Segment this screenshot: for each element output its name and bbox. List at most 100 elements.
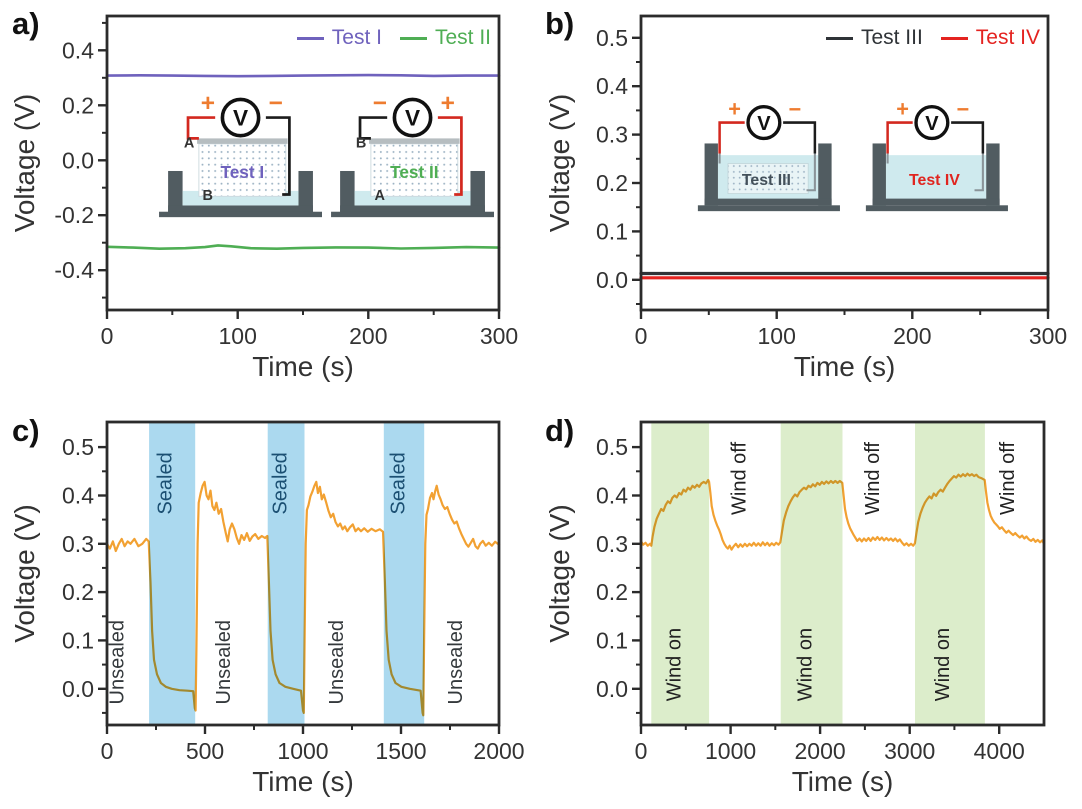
panel-b: 0.5 0.4 0.3 0.2 0.1 0.0 0 100 200 300 Time (s) Volt… [541,0,1082,405]
legend-item-test-i: Test I [296,26,382,50]
annotation-unsealed: Unsealed [445,620,467,705]
right-electrode [974,153,984,192]
x-tick-label: 0 [635,738,648,764]
water [885,155,987,201]
panel-b-letter: b) [545,6,575,41]
test-iii-label: Test III [742,172,791,189]
x-tick-label: 2000 [473,738,524,764]
minus-terminal: − [788,100,801,122]
y-tick-label: 0.1 [596,218,628,244]
series-test-ii-line [105,244,501,250]
y-tick-label: 0.4 [62,483,94,509]
red-wire [437,116,463,196]
y-tick-label: 0.2 [596,579,628,605]
panel-b-chart: 0.5 0.4 0.3 0.2 0.1 0.0 0 100 200 300 Time (s) Volt… [544,14,1067,382]
legend-label: Test III [860,26,923,49]
electrode-b-label: B [356,135,366,151]
legend-item-test-ii: Test II [399,26,491,50]
y-tick-label: 0.4 [596,73,628,99]
voltage-axis-label: Voltage (V) [9,94,40,233]
legend-line-swatch [399,36,427,40]
y-tick-label: 0.2 [596,170,628,196]
y-tick-label: -0.2 [54,202,94,228]
y-tick-label: 0.3 [596,122,628,148]
beaker [331,170,494,218]
electrode-b-label: B [203,188,213,204]
x-tick-label: 4000 [974,738,1025,764]
y-tick-label: 0.4 [62,37,94,63]
series-test-i-line [105,73,501,78]
annotation-wind-off: Wind off [728,442,750,515]
y-tick-label: 0.1 [596,627,628,653]
shaded-band [651,422,710,725]
minus-terminal: − [956,100,969,122]
annotation-wind-on: Wind on [663,628,685,701]
beaker [697,143,840,212]
y-tick-label: -0.4 [54,257,94,283]
panel-c: 0.5 0.4 0.3 0.2 0.1 0.0 0 500 1000 1500 2000 Time (… [0,405,541,809]
legend-item-test-iv: Test IV [940,26,1040,50]
sample-block [198,143,287,197]
legend-label: Test I [331,26,382,49]
x-tick-label: 300 [1029,323,1067,349]
annotation-unsealed: Unsealed [326,620,348,705]
legend-line-swatch [825,36,853,40]
voltmeter-label: V [405,106,420,131]
x-tick-label: 100 [758,323,796,349]
y-tick-label: 0.0 [62,676,94,702]
sample-block [727,163,809,195]
y-tick-label: 0.5 [62,434,94,460]
x-tick-label: 100 [219,323,257,349]
time-axis-label: Time (s) [794,351,896,382]
beaker [159,170,322,218]
y-tick-label: 0.2 [62,92,94,118]
y-tick-label: 0.0 [62,147,94,173]
x-tick-label: 2000 [795,738,846,764]
right-electrode [806,153,816,192]
x-tick-label: 0 [635,323,648,349]
x-tick-label: 200 [893,323,931,349]
x-tick-label: 1500 [375,738,426,764]
shaded-band [915,422,985,725]
plus-terminal: + [441,93,455,117]
test-iv-label: Test IV [909,172,960,189]
legend: Test III Test IV [825,26,1040,50]
plus-terminal: + [201,93,215,117]
electrode-a-label: A [375,188,386,204]
y-tick-label: 0.3 [596,531,628,557]
black-wire [783,121,817,154]
electrode-a-label: A [184,135,195,151]
panel-d-letter: d) [545,413,575,448]
red-wire [718,121,745,154]
voltmeter-icon [220,97,261,138]
time-axis-label: Time (s) [252,351,354,382]
voltage-axis-label: Voltage (V) [544,94,575,233]
y-tick-label: 0.0 [596,267,628,293]
annotation-wind-off: Wind off [862,442,884,515]
voltmeter-label: V [233,106,248,131]
voltmeter-icon [746,105,782,141]
panel-d-chart: 0.5 0.4 0.3 0.2 0.1 0.0 0 1000 2000 3000 4000 Time … [544,420,1046,797]
plot-frame [639,420,1046,727]
annotation-wind-on: Wind on [932,628,954,701]
y-tick-label: 0.3 [62,531,94,557]
x-tick-label: 0 [101,738,114,764]
annotation-sealed: Sealed [269,452,291,514]
x-tick-label: 200 [349,323,387,349]
test-iii-circuit-inset: V + − Test III [697,100,840,212]
panel-c-letter: c) [12,413,40,448]
x-tick-label: 500 [186,738,224,764]
voltage-axis-label: Voltage (V) [9,504,40,643]
voltmeter-label: V [925,113,939,135]
panel-a-letter: a) [12,6,40,41]
plus-terminal: + [896,100,909,122]
y-tick-label: 0.4 [596,483,628,509]
black-wire [265,116,291,196]
legend-item-test-iii: Test III [825,26,923,50]
annotation-wind-on: Wind on [795,628,817,701]
time-axis-label: Time (s) [252,766,354,797]
minus-terminal: − [269,93,283,117]
red-wire [186,116,216,140]
voltmeter-label: V [757,113,771,135]
